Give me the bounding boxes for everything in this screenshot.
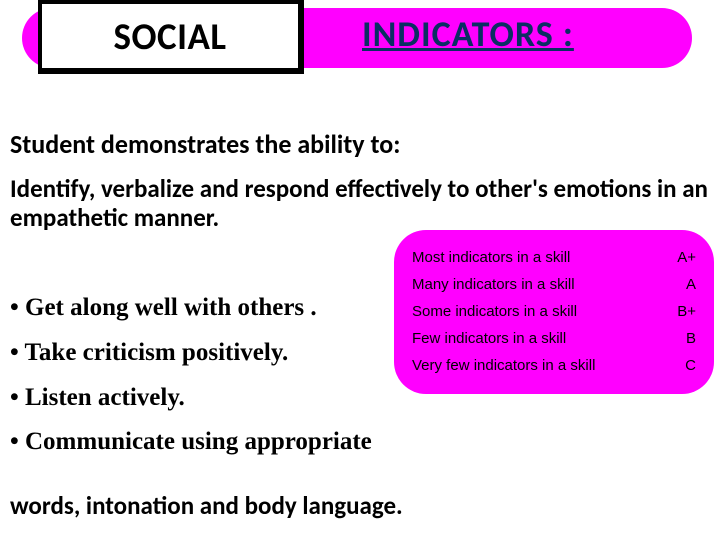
main-ability: Identify, verbalize and respond effectiv… <box>10 174 710 233</box>
intro-line: Student demonstrates the ability to: <box>10 130 710 160</box>
bullet-item: • Listen actively. <box>10 384 440 413</box>
legend-grade: B <box>686 330 696 347</box>
legend-label: Most indicators in a skill <box>412 249 570 266</box>
bullets-area: • Get along well with others . • Take cr… <box>10 278 440 457</box>
content-area: Student demonstrates the ability to: Ide… <box>10 130 710 239</box>
legend-grade: A <box>686 276 696 293</box>
legend-grade: C <box>685 357 696 374</box>
header-category-inner: SOCIAL <box>42 4 298 68</box>
legend-row: Some indicators in a skill B+ <box>406 298 702 325</box>
legend-row: Many indicators in a skill A <box>406 271 702 298</box>
legend-row: Very few indicators in a skill C <box>406 352 702 379</box>
bullet-item: • Get along well with others . <box>10 294 440 323</box>
header-title: INDICATORS : <box>362 12 574 56</box>
bullet-item: • Communicate using appropriate <box>10 428 440 457</box>
legend-row: Most indicators in a skill A+ <box>406 244 702 271</box>
legend-grade: B+ <box>677 303 696 320</box>
bullet-item: • Take criticism positively. <box>10 339 440 368</box>
legend-grade: A+ <box>677 249 696 266</box>
header-category-label: SOCIAL <box>113 14 226 59</box>
header-category-box: SOCIAL <box>38 0 304 74</box>
trailing-line: words, intonation and body language. <box>10 490 403 521</box>
legend-box: Most indicators in a skill A+ Many indic… <box>394 230 714 394</box>
legend-row: Few indicators in a skill B <box>406 325 702 352</box>
